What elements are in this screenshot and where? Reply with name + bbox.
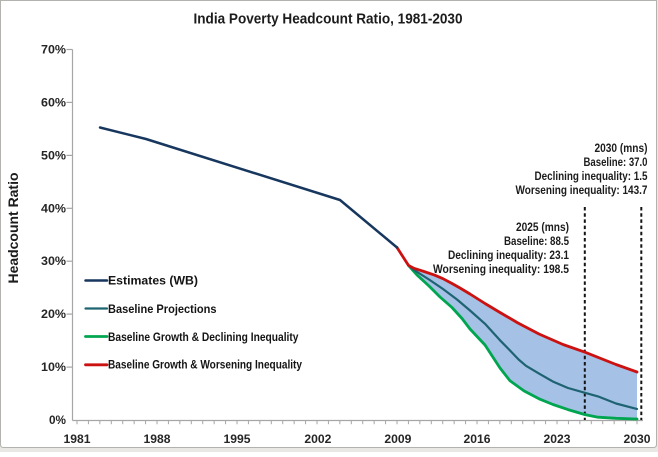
svg-text:Baseline: 88.5: Baseline: 88.5 xyxy=(504,236,570,248)
svg-text:2016: 2016 xyxy=(464,432,491,446)
svg-text:20%: 20% xyxy=(41,307,66,321)
svg-text:2030 (mns): 2030 (mns) xyxy=(595,143,648,155)
svg-text:Declining inequality: 23.1: Declining inequality: 23.1 xyxy=(448,250,570,262)
svg-text:1988: 1988 xyxy=(144,432,171,446)
svg-text:2002: 2002 xyxy=(304,432,331,446)
svg-text:10%: 10% xyxy=(41,360,66,374)
svg-text:Estimates (WB): Estimates (WB) xyxy=(108,276,198,288)
svg-text:2030: 2030 xyxy=(624,432,651,446)
svg-text:1995: 1995 xyxy=(224,432,251,446)
svg-text:Headcount Ratio: Headcount Ratio xyxy=(5,173,21,284)
svg-text:40%: 40% xyxy=(41,201,66,215)
svg-text:2025 (mns): 2025 (mns) xyxy=(516,222,569,234)
svg-text:1981: 1981 xyxy=(64,432,91,446)
svg-text:Worsening inequality: 198.5: Worsening inequality: 198.5 xyxy=(433,264,570,276)
svg-text:Baseline Growth & Worsening In: Baseline Growth & Worsening Inequality xyxy=(108,360,303,372)
svg-text:Declining inequality: 1.5: Declining inequality: 1.5 xyxy=(535,171,649,183)
svg-text:60%: 60% xyxy=(41,95,66,109)
svg-text:Baseline Projections: Baseline Projections xyxy=(108,304,217,316)
svg-text:50%: 50% xyxy=(41,148,66,162)
svg-text:30%: 30% xyxy=(41,254,66,268)
svg-text:India Poverty Headcount Ratio,: India Poverty Headcount Ratio, 1981-2030 xyxy=(194,11,463,28)
svg-text:Worsening inequality: 143.7: Worsening inequality: 143.7 xyxy=(516,185,648,197)
svg-text:70%: 70% xyxy=(41,43,66,57)
svg-text:Baseline: 37.0: Baseline: 37.0 xyxy=(584,157,648,169)
svg-text:0%: 0% xyxy=(49,413,66,427)
svg-text:2009: 2009 xyxy=(384,432,411,446)
svg-text:2023: 2023 xyxy=(544,432,571,446)
svg-text:Baseline Growth & Declining In: Baseline Growth & Declining Inequality xyxy=(108,332,299,344)
